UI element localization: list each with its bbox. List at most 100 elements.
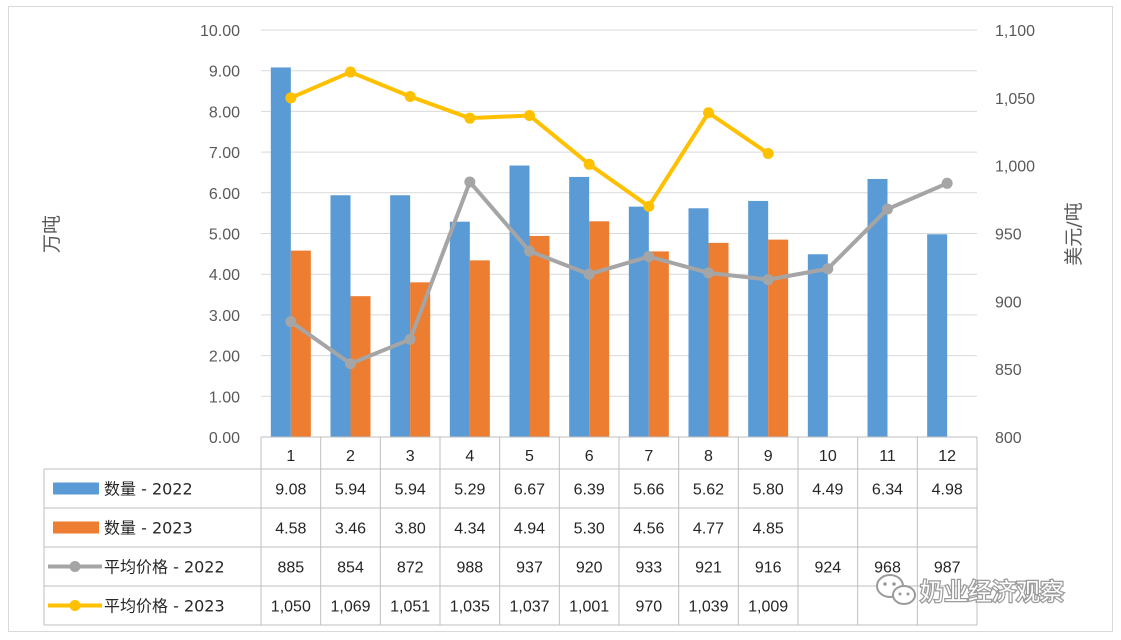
y-left-axis-title: 万吨: [41, 215, 63, 253]
table-cell-value: 4.49: [812, 482, 843, 499]
x-category-label: 11: [879, 448, 896, 465]
table-cell-value: 1,051: [390, 599, 430, 616]
bar-2022: [628, 206, 649, 437]
table-cell-value: 3.46: [335, 521, 366, 538]
legend-swatch: [53, 482, 99, 495]
table-cell-value: 4.98: [932, 482, 963, 499]
price-point-2023: [762, 147, 774, 159]
price-point-2023: [524, 109, 535, 121]
table-cell-value: 872: [397, 560, 424, 577]
price-point-2022: [643, 251, 655, 263]
table-cell-value: 4.34: [454, 521, 485, 538]
y-left-tick-label: 4.00: [209, 267, 240, 284]
table-cell-value: 6.39: [574, 482, 605, 499]
y-left-tick-label: 8.00: [209, 104, 240, 121]
price-point-2022: [703, 267, 714, 279]
table-cell-value: 1,039: [688, 599, 728, 616]
table-cell-value: 5.94: [395, 482, 426, 499]
bar-2023: [529, 235, 550, 437]
table-cell-value: 924: [814, 560, 841, 577]
legend-label: 平均价格 - 2022: [104, 558, 225, 577]
legend-label: 数量 - 2022: [104, 480, 193, 499]
x-category-label: 6: [585, 448, 594, 465]
watermark-text: 奶业经济观察: [920, 578, 1064, 606]
x-category-label: 10: [819, 448, 837, 465]
y-left-tick-label: 2.00: [209, 349, 240, 366]
chart-frame: [8, 6, 1113, 632]
table-cell-value: 4.56: [633, 521, 664, 538]
price-point-2022: [464, 176, 476, 188]
table-cell-value: 987: [934, 560, 961, 577]
bar-2023: [589, 221, 610, 437]
y-left-tick-label: 3.00: [209, 308, 240, 325]
y-right-tick-label: 1,000: [995, 159, 1035, 176]
y-left-tick-label: 5.00: [209, 227, 240, 244]
table-cell-value: 9.08: [275, 482, 306, 499]
bar-2023: [768, 239, 789, 437]
bar-2022: [688, 208, 709, 437]
bar-2022: [390, 195, 411, 437]
table-cell-value: 6.67: [514, 482, 545, 499]
table-cell-value: 885: [277, 560, 304, 577]
y-right-tick-label: 900: [995, 294, 1022, 311]
price-point-2022: [524, 245, 535, 257]
x-category-label: 12: [938, 448, 956, 465]
table-cell-value: 3.80: [395, 521, 426, 538]
table-cell-value: 1,035: [450, 599, 490, 616]
price-point-2022: [285, 316, 297, 328]
table-cell-value: 5.29: [454, 482, 485, 499]
price-point-2022: [822, 263, 834, 275]
y-left-tick-label: 0.00: [209, 430, 240, 447]
x-category-label: 7: [644, 448, 653, 465]
bar-2022: [569, 176, 590, 437]
x-category-label: 2: [346, 448, 355, 465]
table-cell-value: 6.34: [872, 482, 903, 499]
table-cell-value: 968: [874, 560, 901, 577]
price-point-2023: [583, 158, 595, 170]
y-left-tick-label: 9.00: [209, 64, 240, 81]
y-right-tick-label: 800: [995, 430, 1022, 447]
wechat-icon: [876, 574, 916, 605]
price-point-2022: [762, 274, 774, 286]
table-cell-value: 937: [516, 560, 543, 577]
table-cell-value: 4.85: [753, 521, 784, 538]
table-cell-value: 1,069: [330, 599, 370, 616]
bar-2022: [330, 195, 351, 437]
price-point-2023: [703, 107, 714, 119]
bar-2022: [807, 254, 828, 437]
price-line-2022: [289, 179, 948, 366]
table-cell-value: 5.94: [335, 482, 366, 499]
bar-2023: [410, 282, 431, 437]
price-point-2022: [941, 177, 953, 189]
price-point-2023: [643, 200, 655, 212]
price-point-2023: [464, 112, 476, 124]
table-cell-value: 5.66: [633, 482, 664, 499]
x-category-label: 5: [525, 448, 534, 465]
bar-2023: [708, 242, 729, 437]
price-point-2022: [882, 203, 893, 215]
table-cell-value: 933: [635, 560, 662, 577]
price-point-2022: [345, 358, 356, 370]
legend-label: 平均价格 - 2023: [104, 597, 225, 616]
price-point-2023: [285, 92, 297, 104]
table-cell-value: 970: [635, 599, 662, 616]
table-cell-value: 854: [337, 560, 364, 577]
x-category-label: 3: [406, 448, 415, 465]
y-right-axis-title: 美元/吨: [1063, 202, 1085, 265]
legend-swatch: [53, 521, 99, 534]
table-cell-value: 1,050: [271, 599, 311, 616]
y-left-tick-label: 6.00: [209, 186, 240, 203]
price-point-2023: [404, 90, 416, 102]
table-cell-value: 920: [576, 560, 603, 577]
y-right-tick-label: 1,050: [995, 91, 1035, 108]
bar-2023: [469, 260, 490, 437]
bar-2023: [290, 250, 311, 437]
x-category-label: 1: [286, 448, 295, 465]
bar-2023: [648, 251, 669, 437]
table-cell-value: 921: [695, 560, 722, 577]
price-point-2022: [583, 268, 595, 280]
x-category-label: 4: [465, 448, 474, 465]
table-cell-value: 1,001: [569, 599, 609, 616]
y-right-tick-label: 850: [995, 362, 1022, 379]
